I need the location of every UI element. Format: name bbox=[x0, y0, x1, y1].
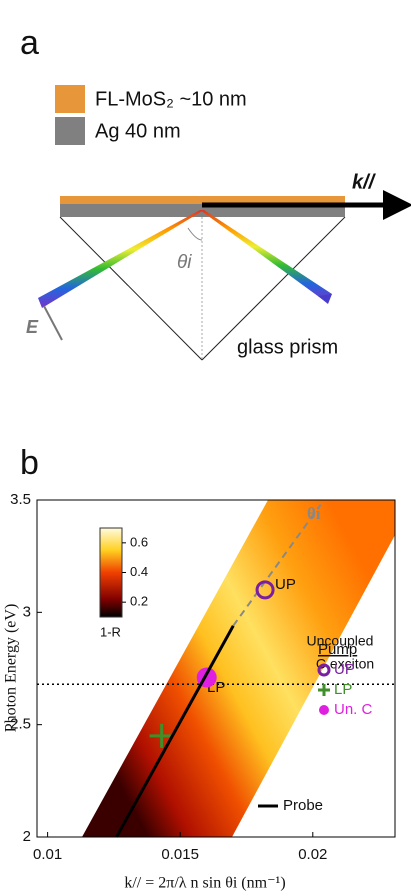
legend-swatch bbox=[55, 85, 85, 113]
marker bbox=[319, 705, 329, 715]
legend-label: Un. C bbox=[334, 701, 373, 718]
legend-title: Pump bbox=[318, 641, 357, 658]
page: a FL-MoS₂ ~10 nm Ag 40 nm k// θi E glass… bbox=[0, 0, 411, 896]
legend-label: FL-MoS₂ ~10 nm bbox=[95, 88, 247, 110]
beam-out bbox=[200, 210, 332, 302]
x-tick-label: 0.01 bbox=[33, 846, 62, 863]
y-tick-label: 3.5 bbox=[10, 491, 31, 508]
x-axis-label: k// = 2π/λ n sin θi (nm⁻¹) bbox=[124, 875, 285, 892]
legend-label: Probe bbox=[283, 797, 323, 814]
figure: a FL-MoS₂ ~10 nm Ag 40 nm k// θi E glass… bbox=[0, 0, 411, 896]
y-tick-label: 3 bbox=[23, 603, 31, 620]
e-label: E bbox=[26, 317, 39, 337]
colorbar-tick-label: 0.2 bbox=[130, 594, 148, 609]
legend-label: LP bbox=[334, 681, 352, 698]
colorbar bbox=[100, 528, 122, 617]
y-tick-label: 2.5 bbox=[10, 716, 31, 733]
marker bbox=[318, 684, 330, 696]
angle-label: θi bbox=[177, 252, 192, 273]
x-tick-label: 0.015 bbox=[161, 846, 199, 863]
colorbar-tick-label: 0.4 bbox=[130, 564, 148, 579]
legend-label: UP bbox=[334, 661, 355, 678]
legend-swatch bbox=[55, 117, 85, 145]
annotation: UP bbox=[275, 576, 296, 593]
colorbar-label: 1-R bbox=[100, 624, 121, 639]
angle-arc bbox=[188, 228, 202, 240]
prism-edge bbox=[60, 217, 202, 360]
prism-label: glass prism bbox=[237, 336, 338, 358]
x-tick-label: 0.02 bbox=[298, 846, 327, 863]
y-axis-label: Photon Energy (eV) bbox=[3, 604, 20, 733]
y-tick-label: 2 bbox=[23, 828, 31, 845]
panel-label: a bbox=[20, 24, 39, 62]
legend-label: Ag 40 nm bbox=[95, 120, 181, 142]
e-arrow bbox=[44, 306, 62, 340]
panel-label: b bbox=[20, 444, 39, 482]
colorbar-tick-label: 0.6 bbox=[130, 534, 148, 549]
k-label: k// bbox=[352, 171, 377, 193]
